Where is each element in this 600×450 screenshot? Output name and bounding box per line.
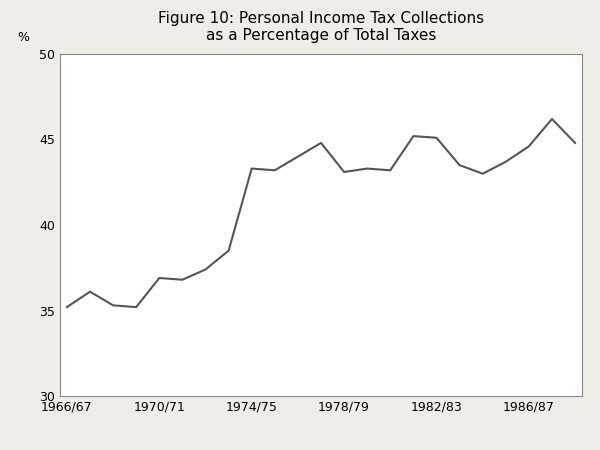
- Y-axis label: %: %: [17, 31, 29, 44]
- Title: Figure 10: Personal Income Tax Collections
as a Percentage of Total Taxes: Figure 10: Personal Income Tax Collectio…: [158, 11, 484, 43]
